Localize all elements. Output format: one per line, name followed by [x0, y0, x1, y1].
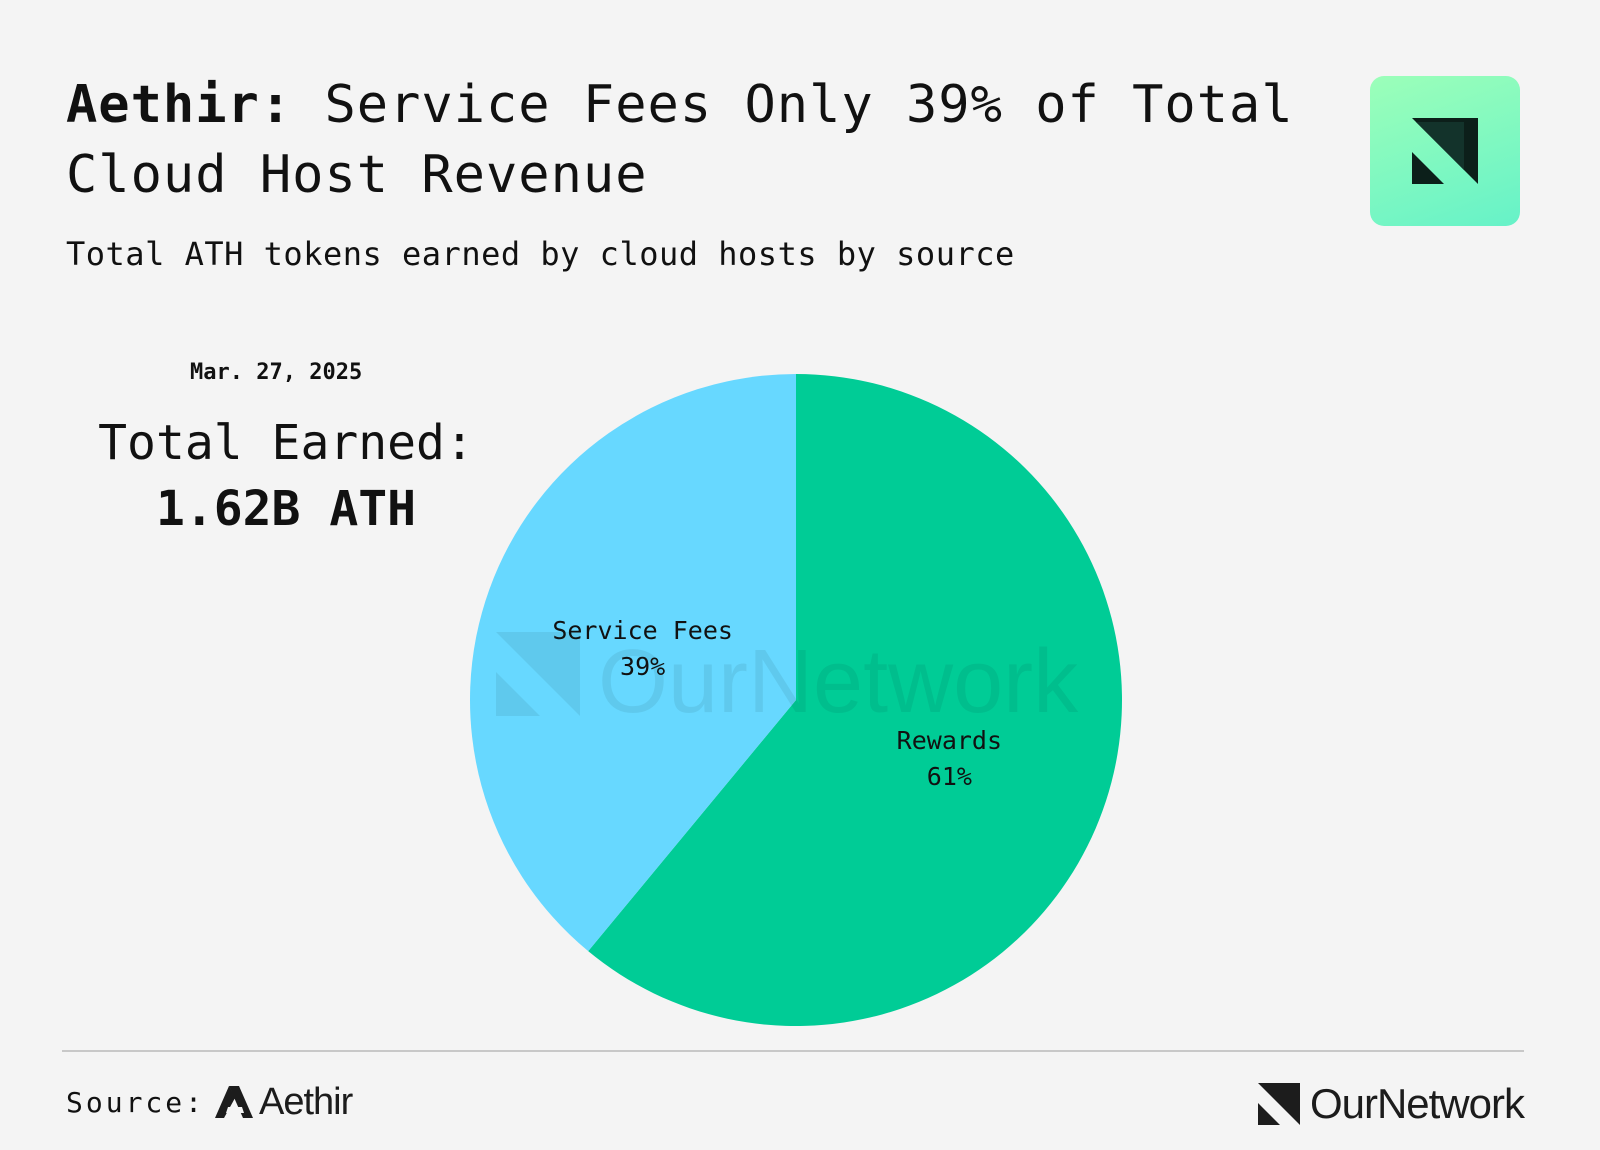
- pie-value-rewards: 61%: [927, 762, 972, 791]
- watermark-text: OurNetwork: [598, 632, 1079, 732]
- aethir-logo-icon: [215, 1086, 254, 1118]
- ournetwork-watermark: OurNetwork: [496, 632, 1079, 732]
- pie-label-service-fees: Service Fees: [552, 616, 733, 645]
- watermark-logo-icon: [496, 632, 580, 716]
- chart-title: Aethir: Service Fees Only 39% of Total C…: [66, 70, 1296, 210]
- total-earned-label: Total Earned:: [98, 415, 474, 471]
- ournetwork-logo-icon: [1412, 118, 1478, 184]
- total-earned-value: 1.62B ATH: [155, 481, 417, 537]
- ournetwork-logo-tile: [1370, 76, 1520, 226]
- chart-title-rest: Service Fees Only 39% of Total Cloud Hos…: [66, 75, 1294, 205]
- source-label: Source:: [66, 1085, 206, 1119]
- footer-divider: [62, 1050, 1524, 1052]
- watermark-logo-corner: [496, 672, 540, 716]
- chart-title-prefix: Aethir:: [66, 75, 293, 135]
- pie-slice-rewards: [588, 374, 1122, 1026]
- footer-brand-name: OurNetwork: [1309, 1080, 1525, 1127]
- ournetwork-footer-logo-icon: [1257, 1083, 1300, 1125]
- snapshot-date: Mar. 27, 2025: [190, 360, 363, 385]
- pie-slice-service-fees: [469, 374, 796, 952]
- chart-subtitle: Total ATH tokens earned by cloud hosts b…: [66, 235, 1015, 273]
- source-name: Aethir: [259, 1080, 353, 1123]
- footer-source: Source: Aethir: [66, 1080, 353, 1124]
- footer-brand: OurNetwork: [1257, 1080, 1525, 1128]
- pie-value-service-fees: 39%: [620, 652, 665, 681]
- pie-label-rewards: Rewards: [897, 726, 1002, 755]
